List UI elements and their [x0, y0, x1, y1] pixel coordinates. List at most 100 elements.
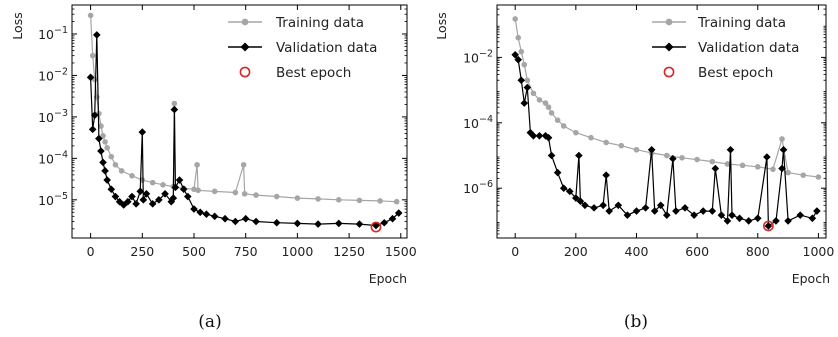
point-validation-data-b: [708, 207, 717, 215]
point-validation-data-a: [202, 210, 211, 219]
point-validation-data-a: [314, 220, 322, 228]
point-validation-data-b: [572, 194, 580, 202]
point-validation-data-a: [99, 158, 107, 167]
point-validation-data-a: [210, 212, 219, 221]
point-validation-data-a: [101, 167, 109, 175]
chart-panel-b: 0 200 400 600 800 1000 10−6 10−4 10−2 Training d…: [434, 4, 834, 332]
point-training-data-a: [112, 161, 119, 168]
point-training-data-b: [542, 100, 549, 106]
point-training-data-a: [232, 189, 239, 196]
point-validation-data-b: [690, 211, 698, 219]
point-validation-data-a: [169, 194, 178, 202]
legend-label-best-a: Best epoch: [276, 65, 351, 81]
point-training-data-a: [356, 197, 363, 204]
point-validation-data-b: [553, 168, 562, 177]
point-training-data-b: [588, 134, 594, 141]
point-validation-data-a: [184, 192, 192, 201]
point-validation-data-a: [132, 200, 140, 208]
tick-marks-b: 0 200 400 600 800 1000 10−6 10−4 10−2: [463, 5, 834, 259]
point-training-data-b: [815, 174, 822, 180]
legend-marker-training-a: [241, 18, 249, 26]
x-tick-label-a: 750: [234, 244, 258, 259]
point-validation-data-b: [764, 222, 773, 230]
series-group-b: [511, 16, 822, 232]
point-validation-data-a: [394, 209, 403, 217]
point-validation-data-a: [167, 197, 176, 206]
x-tick-label-a: 1500: [385, 244, 417, 259]
point-training-data-b: [679, 155, 685, 161]
point-validation-data-b: [808, 214, 817, 223]
series-line-validation-data-a: [90, 34, 400, 227]
x-axis-title-b: Epoch: [792, 271, 830, 286]
point-training-data-b: [573, 129, 579, 136]
best-epoch-marker-a: [370, 221, 382, 233]
plot-frame-b: [496, 4, 827, 239]
point-validation-data-a: [124, 197, 132, 206]
point-validation-data-a: [155, 196, 163, 204]
point-training-data-a: [195, 187, 201, 194]
legend-marker-training-b: [665, 18, 673, 26]
point-validation-data-b: [728, 211, 736, 219]
point-validation-data-a: [107, 185, 116, 194]
point-training-data-a: [194, 161, 200, 168]
point-training-data-a: [335, 197, 342, 203]
caption-a: (a): [198, 312, 221, 332]
y-axis-title-a: Loss: [10, 12, 25, 39]
point-training-data-b: [739, 162, 746, 169]
point-training-data-a: [102, 139, 108, 145]
legend-label-best-b: Best epoch: [698, 65, 773, 81]
point-validation-data-b: [614, 201, 623, 210]
x-tick-label-a: 250: [130, 244, 154, 259]
y-tick-label-a: 10−2: [38, 66, 68, 83]
point-validation-data-b: [529, 132, 538, 140]
point-validation-data-b: [656, 201, 665, 210]
point-validation-data-b: [717, 211, 726, 219]
chart-panel-a: 0 250 500 750 1000 1250 1500 10−5 10−4 10−3 10−2 10…: [10, 4, 417, 332]
point-validation-data-a: [388, 214, 397, 223]
point-validation-data-a: [334, 219, 343, 228]
point-validation-data-a: [221, 214, 229, 223]
point-validation-data-b: [681, 204, 689, 212]
point-validation-data-b: [650, 207, 659, 215]
point-validation-data-b: [763, 153, 771, 161]
point-validation-data-a: [372, 221, 380, 230]
point-validation-data-b: [599, 201, 607, 210]
legend-label-training-b: Training data: [697, 15, 786, 31]
legend-a: Training data Validation data Best epoch: [228, 15, 377, 81]
point-validation-data-b: [511, 51, 519, 59]
point-validation-data-a: [111, 192, 120, 201]
point-validation-data-b: [711, 164, 720, 173]
point-validation-data-a: [88, 125, 97, 134]
point-training-data-b: [545, 104, 552, 110]
point-training-data-b: [603, 139, 609, 146]
point-training-data-b: [548, 110, 555, 116]
y-tick-label-b: 10−6: [463, 179, 493, 196]
legend-marker-best-a: [239, 66, 251, 78]
point-validation-data-b: [605, 207, 613, 215]
point-validation-data-b: [641, 204, 650, 212]
point-validation-data-b: [523, 83, 532, 92]
point-validation-data-a: [293, 219, 302, 228]
point-validation-data-b: [547, 151, 556, 160]
point-validation-data-a: [139, 196, 148, 204]
point-validation-data-a: [175, 176, 184, 184]
point-validation-data-b: [520, 99, 529, 107]
point-training-data-b: [633, 146, 640, 153]
point-training-data-b: [554, 117, 561, 124]
point-validation-data-a: [95, 134, 103, 143]
y-tick-label-a: 10−5: [38, 191, 68, 208]
point-validation-data-b: [632, 207, 641, 215]
point-validation-data-a: [179, 185, 188, 194]
point-training-data-a: [160, 182, 166, 188]
point-training-data-a: [118, 168, 125, 174]
point-validation-data-b: [669, 154, 677, 163]
plot-frame-a: [71, 4, 408, 239]
point-training-data-a: [253, 192, 259, 198]
point-validation-data-a: [231, 217, 240, 226]
point-validation-data-b: [623, 211, 632, 219]
point-training-data-a: [211, 188, 218, 195]
point-validation-data-b: [544, 133, 553, 142]
point-validation-data-b: [796, 211, 805, 219]
point-validation-data-b: [517, 76, 526, 85]
